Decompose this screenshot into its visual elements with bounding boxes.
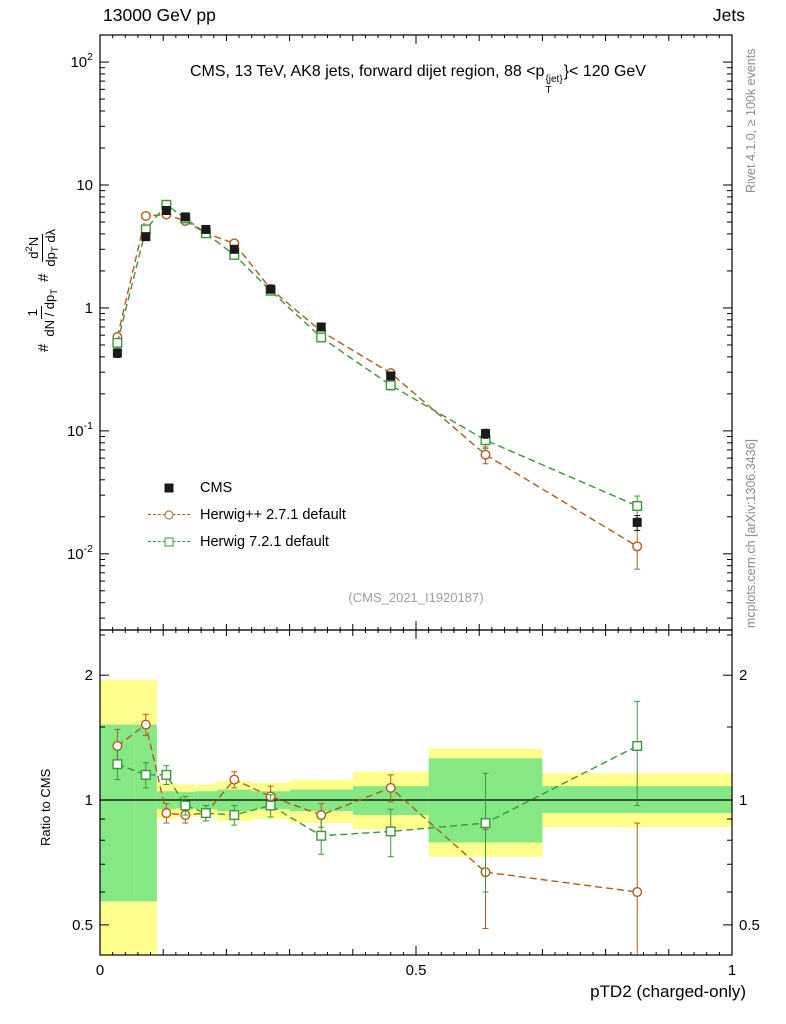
data-point <box>180 800 191 811</box>
plot-title-sup: {jet} <box>545 74 563 85</box>
data-point <box>140 210 151 221</box>
data-point <box>316 322 326 332</box>
data-point <box>180 212 190 222</box>
data-point <box>112 337 123 348</box>
plot-title: CMS, 13 TeV, AK8 jets, forward dijet reg… <box>98 63 738 96</box>
axis-tick-labels: 102 10 1 10-1 10-2 2 2 1 1 0.5 0.5 0 0.5 1 <box>67 51 760 979</box>
main-y-tick-label: 102 <box>70 51 93 71</box>
analysis-group-label: Jets <box>712 5 745 25</box>
ratio-y-tick-label-left: 0.5 <box>72 917 93 934</box>
data-point <box>386 371 396 381</box>
data-point <box>480 449 491 460</box>
data-point <box>632 740 643 751</box>
data-point <box>161 769 172 780</box>
fraction-d2n: d2N dpT dλ <box>24 228 62 267</box>
legend-item-herwigpp: Herwig++ 2.7.1 default <box>146 501 346 528</box>
main-y-tick-label: 10-1 <box>67 420 93 440</box>
legend-label-herwigpp: Herwig++ 2.7.1 default <box>200 506 346 523</box>
green-stat-uncertainty-band <box>134 724 157 902</box>
data-point <box>140 719 151 730</box>
x-tick-label: 0.5 <box>406 962 427 979</box>
data-point <box>481 429 491 439</box>
data-point <box>316 332 327 343</box>
legend-label-herwig7: Herwig 7.2.1 default <box>200 533 329 550</box>
data-point <box>480 818 491 829</box>
main-series-cms <box>112 206 642 531</box>
x-axis-title: pTD2 (charged-only) <box>590 982 746 1001</box>
data-point <box>229 810 240 821</box>
ratio-y-tick-label-left: 1 <box>85 792 93 809</box>
legend-item-cms: CMS <box>146 474 346 501</box>
legend-label-cms: CMS <box>200 479 233 496</box>
data-point <box>266 284 276 294</box>
data-point <box>229 774 240 785</box>
data-point <box>112 759 123 770</box>
main-series-herwig7 <box>112 199 643 519</box>
herwigpp-open-circle-icon <box>146 507 192 523</box>
data-point <box>316 830 327 841</box>
data-point <box>632 541 643 552</box>
data-point <box>316 810 327 821</box>
data-point <box>200 808 211 819</box>
main-y-tick-label: 10 <box>76 177 93 194</box>
mcplots-arxiv-note: mcplots.cern.ch [arXiv:1306.3436] <box>744 439 758 628</box>
data-point <box>112 348 122 358</box>
panel-borders <box>99 34 733 956</box>
data-point <box>140 769 151 780</box>
data-point <box>112 740 123 751</box>
plot-title-sub: T <box>545 84 552 96</box>
ratio-y-tick-label-right: 0.5 <box>739 917 760 934</box>
pt-jet-subsup: {jet} T <box>545 74 563 96</box>
data-point <box>229 244 239 254</box>
ratio-y-axis-title: Ratio to CMS <box>38 768 53 846</box>
main-y-tick-label: 1 <box>85 300 93 317</box>
herwig7-open-square-icon <box>146 534 192 550</box>
hash-symbol: # <box>34 343 52 352</box>
legend: CMS Herwig++ 2.7.1 default Herwig 7.2.1 … <box>146 474 346 555</box>
plot-title-post: }< 120 GeV <box>563 63 646 80</box>
data-point <box>385 782 396 793</box>
ratio-y-tick-label-right: 1 <box>739 792 747 809</box>
ratio-series-herwig7 <box>112 700 643 893</box>
data-point <box>385 826 396 837</box>
data-point <box>632 517 642 527</box>
data-point <box>141 232 151 242</box>
analysis-id-watermark: (CMS_2021_I1920187) <box>348 590 484 605</box>
data-point <box>265 800 276 811</box>
cms-filled-square-icon <box>146 480 192 496</box>
data-point <box>201 224 211 234</box>
ratio-y-tick-label-left: 2 <box>85 667 93 684</box>
fraction-one-over-dndpt: 1 dN / dpT <box>25 288 61 337</box>
main-y-tick-label: 10-2 <box>67 543 93 563</box>
ratio-series-herwigpp <box>112 713 643 954</box>
data-point <box>385 380 396 391</box>
beam-energy-label: 13000 GeV pp <box>103 5 216 25</box>
ratio-panel-frame <box>99 629 733 956</box>
ratio-y-tick-label-right: 2 <box>739 667 747 684</box>
x-tick-label: 0 <box>96 962 104 979</box>
data-point <box>161 808 172 819</box>
data-point <box>632 887 643 898</box>
hash-symbol: # <box>34 273 52 282</box>
x-tick-label: 1 <box>728 962 736 979</box>
data-point <box>161 206 171 216</box>
data-point <box>632 500 643 511</box>
legend-item-herwig7: Herwig 7.2.1 default <box>146 528 346 555</box>
y-axis-title: # 1 dN / dpT # d2N dpT dλ <box>24 229 62 352</box>
plot-title-pre: CMS, 13 TeV, AK8 jets, forward dijet reg… <box>190 63 545 80</box>
rivet-version-note: Rivet 4.1.0, ≥ 100k events <box>744 48 758 193</box>
